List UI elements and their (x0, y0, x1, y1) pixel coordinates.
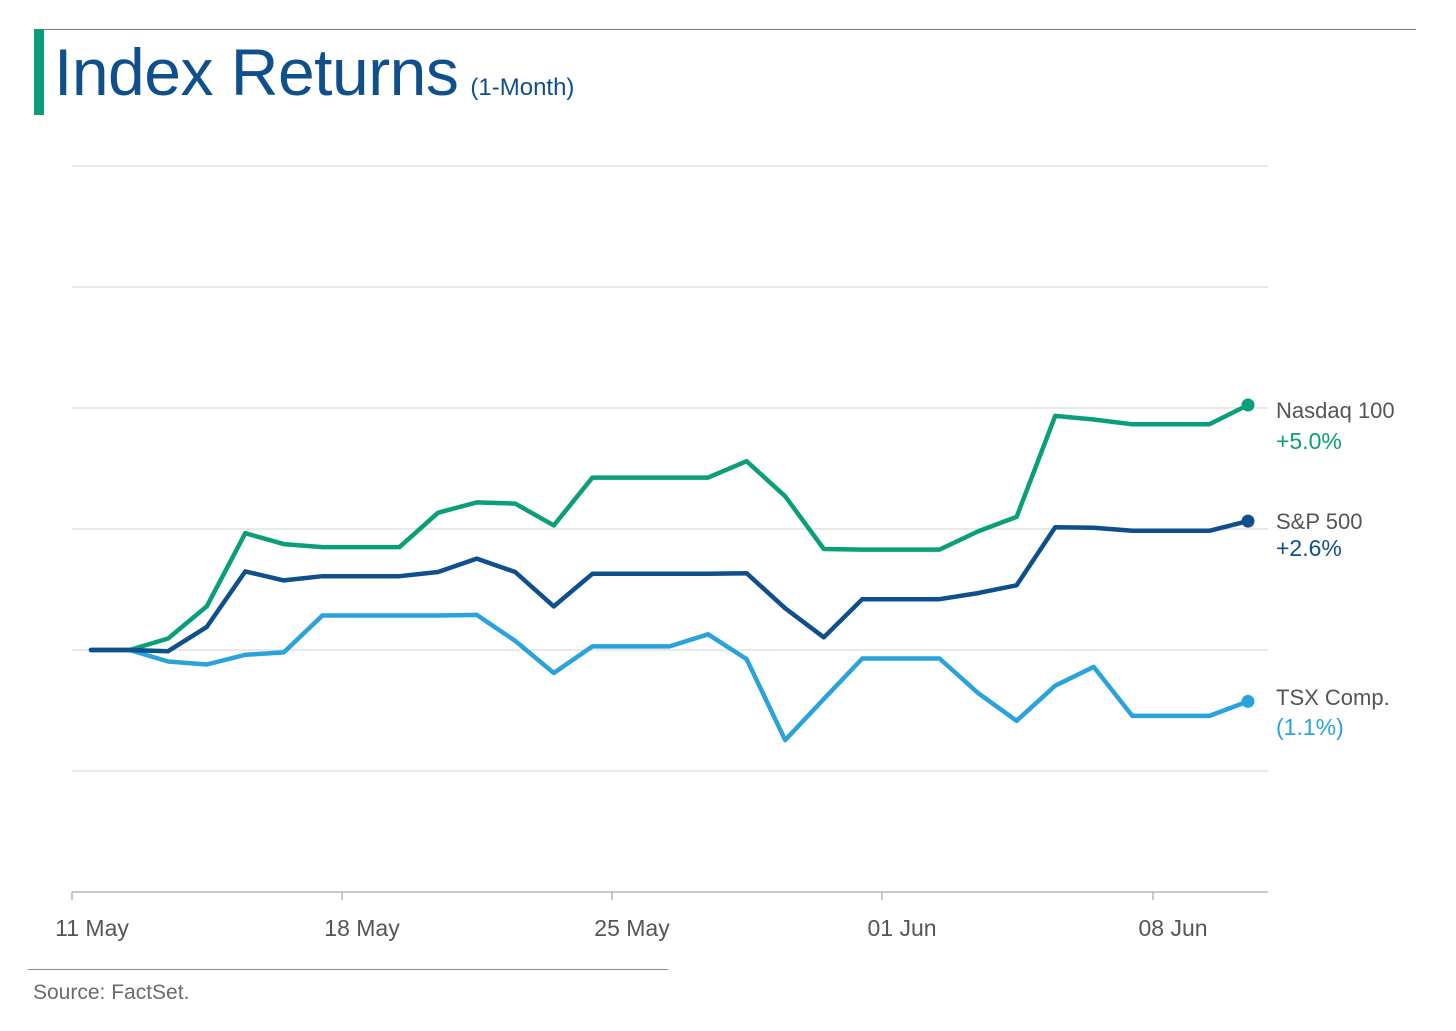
series-value-label-s-p-500: +2.6% (1276, 535, 1342, 561)
title-accent-bar (34, 29, 44, 115)
series-name-label-tsx-comp: TSX Comp. (1276, 685, 1390, 710)
series-end-marker-s-p-500 (1241, 514, 1255, 528)
chart-title: Index Returns (54, 35, 459, 109)
source-note: Source: FactSet. (33, 981, 190, 1004)
series-name-label-s-p-500: S&P 500 (1276, 509, 1362, 534)
chart-header: Index Returns (1-Month) (54, 34, 574, 110)
chart-gridlines (72, 165, 1268, 772)
series-line-s-p-500 (88, 518, 1251, 654)
x-tick-label-3: 01 Jun (867, 915, 936, 941)
series-end-marker-nasdaq-100 (1241, 398, 1255, 412)
series-line-nasdaq-100 (88, 402, 1251, 653)
chart-series-lines (88, 398, 1255, 743)
series-value-label-tsx-comp: (1.1%) (1276, 714, 1344, 740)
series-end-marker-tsx-comp (1241, 694, 1255, 708)
series-line-tsx-comp (88, 612, 1251, 743)
chart-subtitle: (1-Month) (470, 74, 575, 101)
x-tick-label-1: 18 May (324, 915, 400, 941)
x-tick-label-2: 25 May (594, 915, 670, 941)
series-value-label-nasdaq-100: +5.0% (1276, 428, 1342, 454)
series-name-label-nasdaq-100: Nasdaq 100 (1276, 398, 1395, 423)
source-rule (28, 969, 668, 970)
series-end-labels: Nasdaq 100 +5.0% S&P 500+2.6% TSX Comp. (1.1… (1276, 398, 1395, 740)
top-rule (34, 29, 1416, 30)
x-axis: 11 May 18 May 25 May 01 Jun 08 Jun (55, 891, 1268, 941)
x-tick-label-0: 11 May (55, 915, 129, 941)
x-tick-label-4: 08 Jun (1138, 915, 1207, 941)
